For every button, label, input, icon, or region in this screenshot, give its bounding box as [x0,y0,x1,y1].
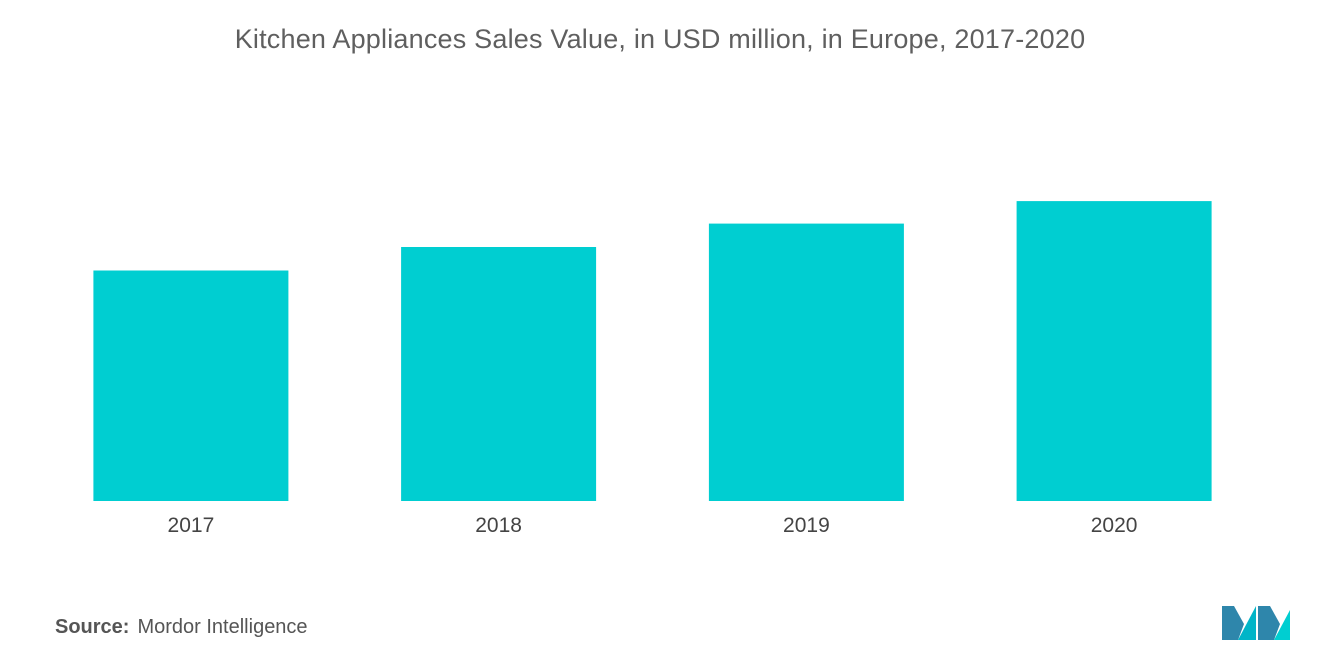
mordor-intelligence-logo-icon [1222,606,1290,640]
x-tick-label-2019: 2019 [783,514,830,537]
x-tick-label-2020: 2020 [1091,514,1138,537]
x-tick-label-2018: 2018 [475,514,522,537]
chart-title: Kitchen Appliances Sales Value, in USD m… [234,24,1086,54]
bar-2018 [401,247,597,501]
x-tick-labels: 2017 2018 2019 2020 [168,514,1138,537]
bar-2019 [708,223,904,501]
bar-2020 [1016,201,1212,501]
x-tick-label-2017: 2017 [168,514,215,537]
source-label: Source: [55,616,130,638]
bar-chart: 2017 2018 2019 2020 [93,201,1212,537]
bars-group [93,201,1212,501]
source-note: Source: Mordor Intelligence [55,616,308,639]
bar-2017 [93,270,289,501]
source-text: Mordor Intelligence [137,616,308,638]
